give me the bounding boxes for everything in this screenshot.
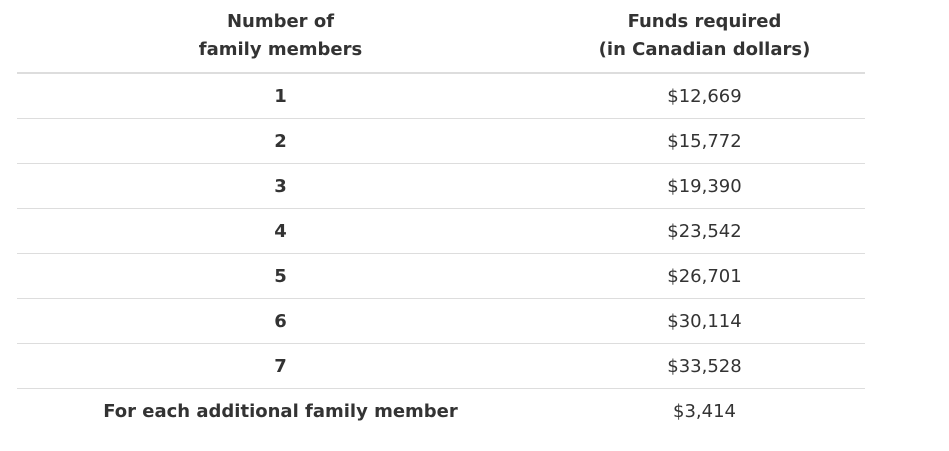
funds-cell: $33,528	[544, 343, 865, 389]
funds-cell: $3,414	[673, 400, 736, 422]
table-row: 2 $15,772	[17, 118, 865, 164]
table-header: Number of family members Funds required …	[17, 0, 865, 74]
header-row: Number of family members Funds required …	[17, 0, 865, 74]
table-body: 1 $12,669 2 $15,772 3 $19,390 4 $23,542 …	[17, 73, 865, 433]
table-row: 6 $30,114	[17, 298, 865, 344]
header-family-members: Number of family members	[17, 0, 544, 74]
header-family-members-line2: family members	[198, 39, 363, 60]
header-family-members-line1: Number of	[226, 11, 335, 32]
table-row: 1 $12,669	[17, 73, 865, 119]
table-row: 4 $23,542	[17, 208, 865, 254]
header-funds-required: Funds required (in Canadian dollars)	[544, 0, 865, 74]
funds-cell: $12,669	[544, 73, 865, 119]
header-funds-required-line2: (in Canadian dollars)	[598, 39, 811, 60]
funds-cell: $15,772	[544, 118, 865, 164]
funds-table-container: Number of family members Funds required …	[17, 0, 865, 433]
family-members-cell: 6	[17, 298, 544, 344]
family-members-cell: 7	[17, 343, 544, 389]
family-members-cell: 3	[17, 163, 544, 209]
funds-table: Number of family members Funds required …	[17, 0, 865, 433]
family-members-cell: 4	[17, 208, 544, 254]
family-members-cell: 5	[17, 253, 544, 299]
funds-cell: $26,701	[544, 253, 865, 299]
family-members-cell: 1	[17, 73, 544, 119]
family-members-cell: For each additional family member	[103, 400, 458, 422]
table-row: 7 $33,528	[17, 343, 865, 389]
funds-cell: $23,542	[544, 208, 865, 254]
funds-cell: $19,390	[544, 163, 865, 209]
table-row: 3 $19,390	[17, 163, 865, 209]
table-row: 5 $26,701	[17, 253, 865, 299]
funds-cell: $30,114	[544, 298, 865, 344]
header-funds-required-line1: Funds required	[627, 11, 782, 32]
family-members-cell: 2	[17, 118, 544, 164]
table-row: For each additional family member $3,414	[17, 389, 865, 434]
